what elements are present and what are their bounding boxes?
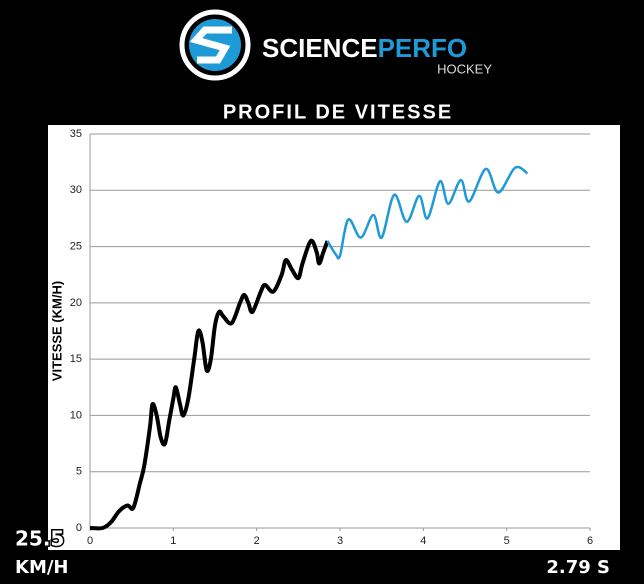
logo-brand: SCIENCEPERFO [262,33,467,63]
line [326,165,529,260]
line [89,238,330,531]
logo-brand-b: PERFO [378,33,468,63]
x-tick-label: 5 [504,535,510,547]
speed-readout: 25.5 [15,527,64,551]
x-tick-label: 0 [87,535,93,547]
logo-brand-a: SCIENCE [262,33,378,63]
plot: 0 5 10 15 20 25 30 35 0 1 2 3 4 5 6 [70,128,593,547]
x-axis-label: TEMPS (S) [307,551,373,566]
y-tick-label: 20 [70,297,82,309]
chart-panel [48,125,620,550]
y-tick-label: 10 [70,409,82,421]
x-tick-label: 4 [420,535,426,547]
logo-s [189,26,232,64]
x-tick-label: 2 [254,535,260,547]
logo: SCIENCEPERFO HOCKEY [179,9,492,81]
x-tick-label: 3 [337,535,343,547]
y-tick-label: 35 [70,128,82,140]
chart-title: PROFIL DE VITESSE [223,101,453,123]
y-tick-label: 0 [76,522,82,534]
x-tick-label: 6 [587,535,593,547]
time-readout: 2.79 S [546,557,610,578]
y-axis-label: VITESSE (KM/H) [49,281,64,381]
logo-ring [179,9,251,81]
y-tick-label: 25 [70,240,82,252]
y-tick-label: 5 [76,466,82,478]
logo-sub: HOCKEY [437,61,492,76]
y-tick-label: 30 [70,184,82,196]
speed-unit: KM/H [15,557,69,578]
y-tick-label: 15 [70,353,82,365]
x-tick-label: 1 [170,535,176,547]
